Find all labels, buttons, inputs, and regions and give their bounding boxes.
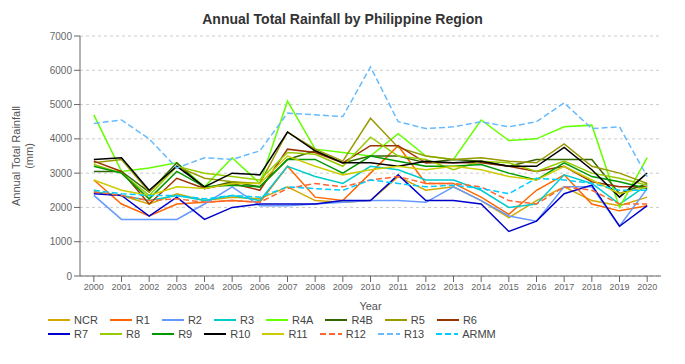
- svg-text:Annual Total Rainfall(mm): Annual Total Rainfall(mm): [10, 106, 35, 206]
- svg-text:4000: 4000: [50, 133, 73, 144]
- html-text:R12: R12: [345, 328, 366, 340]
- html-text:R6: R6: [462, 314, 477, 326]
- svg-text:5000: 5000: [50, 99, 73, 110]
- svg-text:Year: Year: [359, 300, 382, 312]
- svg-text:2002: 2002: [139, 282, 159, 292]
- svg-text:7000: 7000: [50, 31, 73, 42]
- svg-text:6000: 6000: [50, 65, 73, 76]
- html-text:R1: R1: [135, 314, 150, 326]
- svg-text:0: 0: [66, 271, 72, 282]
- svg-text:1000: 1000: [50, 236, 73, 247]
- svg-text:2020: 2020: [637, 282, 657, 292]
- svg-text:2012: 2012: [416, 282, 436, 292]
- html-text:ARMM: ARMM: [462, 328, 496, 340]
- html-text:R11: R11: [288, 328, 308, 340]
- svg-text:2006: 2006: [250, 282, 270, 292]
- html-text:R3: R3: [240, 314, 254, 326]
- html-text:R5: R5: [410, 314, 425, 326]
- svg-text:2018: 2018: [582, 282, 602, 292]
- html-text:NCR: NCR: [74, 314, 98, 326]
- html-text:R7: R7: [74, 328, 89, 340]
- svg-text:2017: 2017: [554, 282, 574, 292]
- svg-text:2000: 2000: [84, 282, 104, 292]
- svg-text:2004: 2004: [194, 282, 214, 292]
- svg-text:2010: 2010: [360, 282, 380, 292]
- svg-text:2005: 2005: [222, 282, 242, 292]
- html-text:R10: R10: [230, 328, 251, 340]
- svg-text:2008: 2008: [305, 282, 325, 292]
- svg-text:2013: 2013: [443, 282, 463, 292]
- html-text:R4B: R4B: [351, 314, 373, 326]
- svg-text:2011: 2011: [388, 282, 407, 292]
- svg-text:2003: 2003: [167, 282, 187, 292]
- html-text:R4A: R4A: [292, 314, 314, 326]
- svg-text:2016: 2016: [526, 282, 546, 292]
- html-text:R8: R8: [126, 328, 141, 340]
- svg-text:2001: 2001: [111, 282, 131, 292]
- svg-text:2007: 2007: [277, 282, 297, 292]
- svg-text:2015: 2015: [499, 282, 519, 292]
- svg-text:2000: 2000: [50, 202, 73, 213]
- html-text:R13: R13: [403, 328, 425, 340]
- svg-text:2014: 2014: [471, 282, 491, 292]
- svg-text:3000: 3000: [50, 168, 73, 179]
- html-text:R2: R2: [187, 314, 202, 326]
- html-text:R9: R9: [178, 328, 193, 340]
- svg-text:2019: 2019: [609, 282, 629, 292]
- svg-text:2009: 2009: [333, 282, 353, 292]
- html-text:Annual Total Rainfall by Phili: Annual Total Rainfall by Philippine Regi…: [202, 11, 483, 27]
